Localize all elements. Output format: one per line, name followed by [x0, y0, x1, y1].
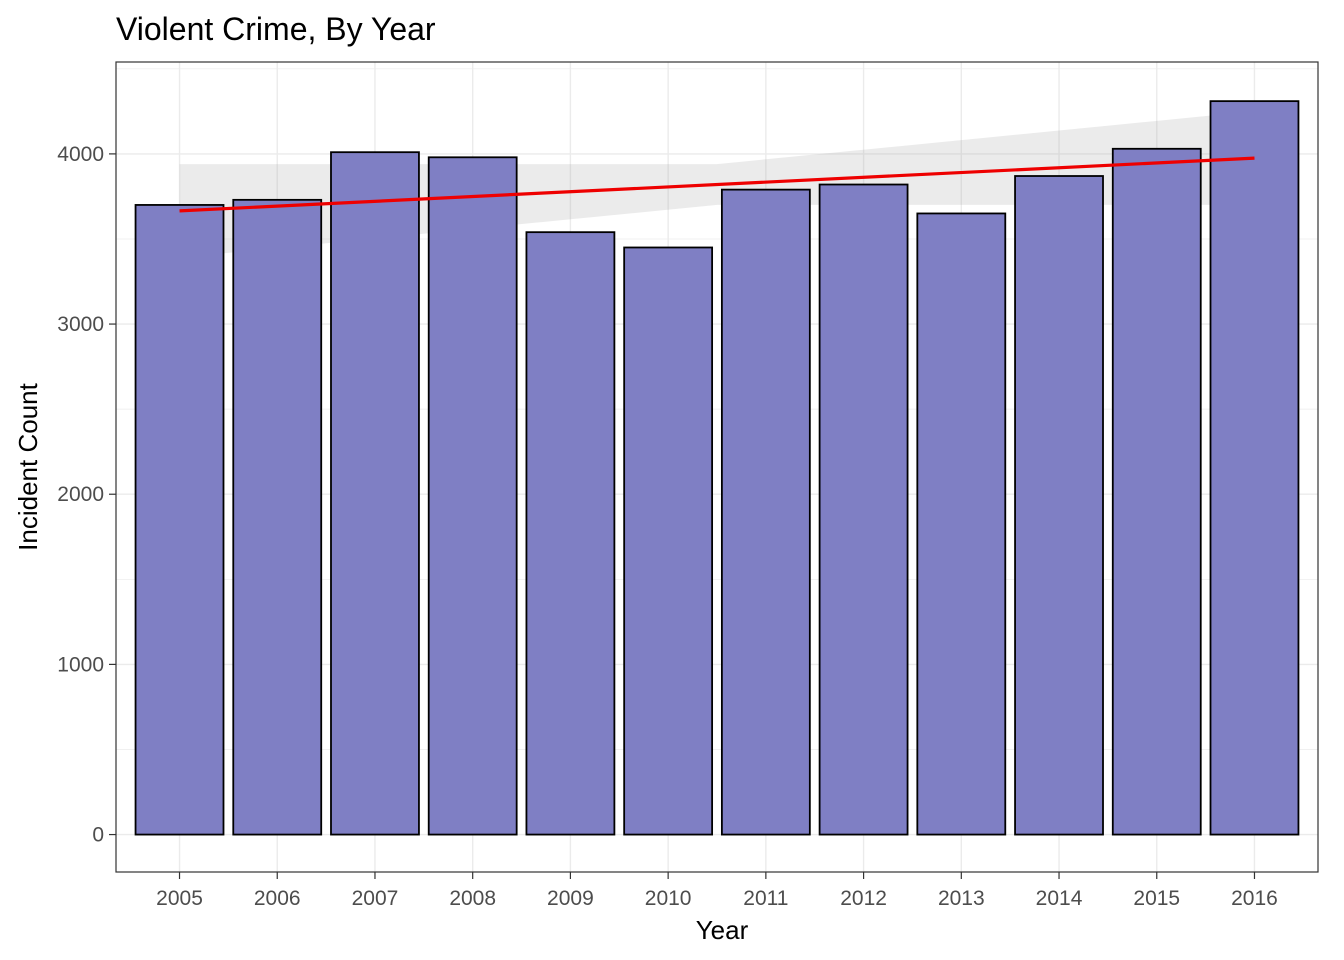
bar-2012 — [818, 183, 909, 836]
x-tick-label: 2009 — [547, 887, 594, 910]
x-tick-label: 2007 — [352, 887, 399, 910]
chart-title: Violent Crime, By Year — [116, 11, 436, 47]
x-tick-label: 2008 — [449, 887, 496, 910]
y-axis-title: Incident Count — [13, 382, 43, 550]
x-tick-label: 2014 — [1036, 887, 1083, 910]
x-tick-label: 2005 — [156, 887, 203, 910]
trend-line — [179, 156, 1255, 213]
y-tick-label: 4000 — [57, 143, 104, 166]
y-tick-label: 0 — [92, 824, 104, 847]
bar-2016 — [1209, 100, 1300, 836]
trend-line-layer — [179, 156, 1255, 213]
panel-border — [115, 61, 1319, 873]
x-tick-label: 2011 — [743, 887, 788, 910]
bar-2014 — [1014, 175, 1104, 836]
bar-2011 — [720, 188, 811, 836]
bar-2007 — [330, 151, 420, 836]
bar-2006 — [232, 198, 323, 836]
x-tick-label: 2015 — [1133, 887, 1180, 910]
bar-2013 — [916, 212, 1007, 836]
x-tick-label: 2013 — [938, 887, 985, 910]
bars — [134, 100, 1300, 836]
bar-2008 — [427, 156, 518, 836]
x-tick-label: 2012 — [840, 887, 887, 910]
bar-2005 — [134, 204, 225, 836]
x-axis: 2005 2006 2007 2008 2009 2010 2011 2012 2013 2014… — [156, 872, 1278, 910]
y-tick-label: 3000 — [57, 313, 104, 336]
bar-2010 — [623, 246, 714, 836]
y-axis: 0 1000 2000 3000 4000 — [57, 143, 116, 847]
y-tick-label: 1000 — [57, 653, 104, 676]
bar-2009 — [525, 231, 616, 836]
x-tick-label: 2006 — [254, 887, 301, 910]
bar-2015 — [1111, 147, 1202, 836]
x-tick-label: 2010 — [645, 887, 692, 910]
x-tick-label: 2016 — [1231, 887, 1278, 910]
y-tick-label: 2000 — [57, 483, 104, 506]
x-axis-title: Year — [696, 915, 749, 945]
